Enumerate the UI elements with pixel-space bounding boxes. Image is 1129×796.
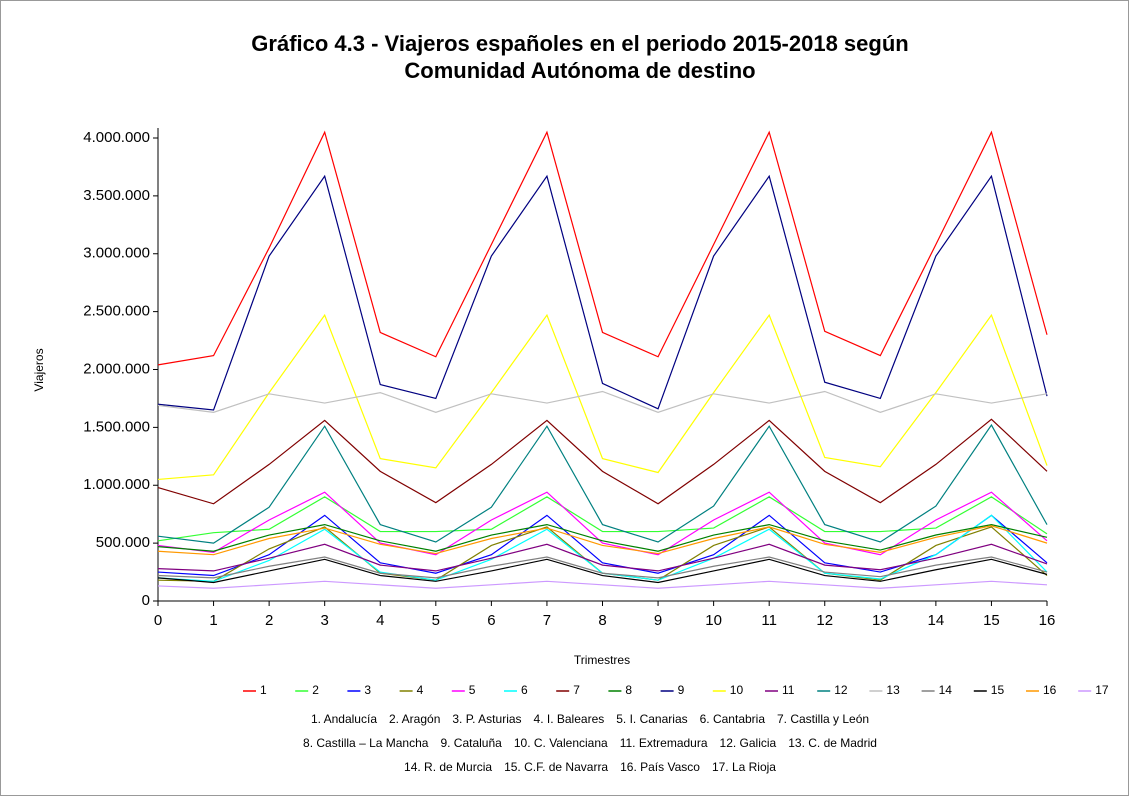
series-line bbox=[157, 543, 1048, 572]
legend-note: 3. P. Asturias bbox=[452, 712, 521, 726]
x-tick-label: 0 bbox=[154, 612, 162, 629]
legend-note-row: 8. Castilla – La Mancha 9. Cataluña 10. C.… bbox=[303, 736, 877, 750]
legend-label: 10 bbox=[730, 683, 744, 697]
x-tick-label: 3 bbox=[321, 612, 329, 629]
x-axis-label: Trimestres bbox=[574, 653, 630, 667]
x-tick-label: 12 bbox=[816, 612, 833, 629]
legend-note: 6. Cantabria bbox=[700, 712, 766, 726]
legend-note-row: 14. R. de Murcia 15. C.F. de Navarra 16. P… bbox=[404, 760, 776, 774]
x-tick-label: 8 bbox=[598, 612, 606, 629]
legend-label: 5 bbox=[469, 683, 476, 697]
chart-title: Comunidad Autónoma de destino bbox=[404, 58, 755, 83]
legend-label: 3 bbox=[364, 683, 371, 697]
legend-note-row: 1. Andalucía 2. Aragón 3. P. Asturias 4. I.… bbox=[311, 712, 869, 726]
x-tick-label: 10 bbox=[705, 612, 722, 629]
y-tick-label: 1.000.000 bbox=[83, 476, 150, 493]
series-line bbox=[157, 130, 1048, 366]
legend-note: 8. Castilla – La Mancha bbox=[303, 736, 429, 750]
y-tick-label: 2.000.000 bbox=[83, 360, 150, 377]
x-tick-label: 11 bbox=[761, 612, 777, 629]
x-tick-label: 9 bbox=[654, 612, 662, 629]
series-line bbox=[157, 390, 1048, 413]
chart-title: Gráfico 4.3 - Viajeros españoles en el p… bbox=[251, 31, 908, 56]
y-tick-label: 3.500.000 bbox=[83, 187, 150, 204]
legend-label: 13 bbox=[886, 683, 900, 697]
legend-label: 2 bbox=[312, 683, 319, 697]
series-line bbox=[157, 491, 1048, 556]
legend-label: 4 bbox=[417, 683, 424, 697]
legend-label: 16 bbox=[1043, 683, 1057, 697]
series-line bbox=[157, 174, 1048, 411]
x-tick-label: 15 bbox=[983, 612, 1000, 629]
y-tick-label: 0 bbox=[142, 592, 150, 609]
x-tick-label: 14 bbox=[928, 612, 945, 629]
legend-note: 17. La Rioja bbox=[712, 760, 776, 774]
legend-note: 12. Galicia bbox=[720, 736, 777, 750]
y-tick-label: 3.000.000 bbox=[83, 245, 150, 262]
legend-label: 6 bbox=[521, 683, 528, 697]
y-axis-label: Viajeros bbox=[32, 348, 46, 391]
x-tick-label: 5 bbox=[432, 612, 440, 629]
y-tick-label: 1.500.000 bbox=[83, 418, 150, 435]
series-line bbox=[157, 313, 1048, 481]
x-tick-label: 7 bbox=[543, 612, 551, 629]
x-tick-label: 16 bbox=[1039, 612, 1056, 629]
legend-note: 10. C. Valenciana bbox=[514, 736, 608, 750]
legend-label: 11 bbox=[782, 683, 795, 697]
legend-note: 11. Extremadura bbox=[620, 736, 708, 750]
x-tick-label: 13 bbox=[872, 612, 889, 629]
y-tick-label: 500.000 bbox=[96, 534, 150, 551]
legend-label: 1 bbox=[260, 683, 267, 697]
y-tick-label: 4.000.000 bbox=[83, 129, 150, 146]
x-tick-label: 1 bbox=[209, 612, 217, 629]
legend-note: 9. Cataluña bbox=[440, 736, 502, 750]
legend-note: 4. I. Baleares bbox=[534, 712, 605, 726]
legend-label: 17 bbox=[1095, 683, 1109, 697]
legend-note: 14. R. de Murcia bbox=[404, 760, 492, 774]
legend-label: 15 bbox=[991, 683, 1005, 697]
legend-note: 13. C. de Madrid bbox=[788, 736, 877, 750]
x-tick-label: 4 bbox=[376, 612, 384, 629]
legend-note: 5. I. Canarias bbox=[616, 712, 687, 726]
legend-label: 7 bbox=[573, 683, 580, 697]
legend-label: 14 bbox=[939, 683, 953, 697]
legend-label: 8 bbox=[625, 683, 632, 697]
legend-note: 16. País Vasco bbox=[620, 760, 700, 774]
legend-note: 7. Castilla y León bbox=[777, 712, 869, 726]
series-line bbox=[157, 418, 1048, 505]
series-line bbox=[157, 423, 1048, 544]
series-line bbox=[157, 556, 1048, 579]
legend-note: 2. Aragón bbox=[389, 712, 440, 726]
x-tick-label: 6 bbox=[487, 612, 495, 629]
legend-label: 12 bbox=[834, 683, 848, 697]
series-line bbox=[157, 558, 1048, 584]
series-line bbox=[157, 523, 1048, 552]
legend-note: 1. Andalucía bbox=[311, 712, 377, 726]
legend-label: 9 bbox=[678, 683, 685, 697]
series-line bbox=[157, 525, 1048, 556]
legend-note: 15. C.F. de Navarra bbox=[504, 760, 608, 774]
x-tick-label: 2 bbox=[265, 612, 273, 629]
y-tick-label: 2.500.000 bbox=[83, 303, 150, 320]
series-line bbox=[157, 580, 1048, 589]
